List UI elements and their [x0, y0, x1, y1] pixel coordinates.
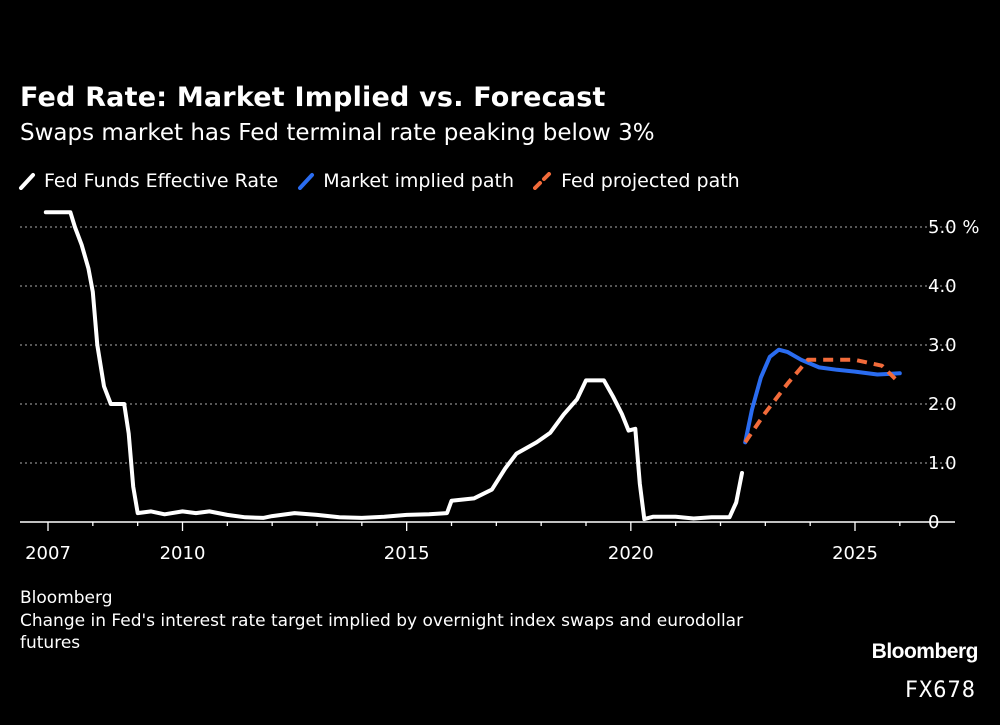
legend-item-fed-funds: Fed Funds Effective Rate — [18, 170, 278, 192]
legend-label-fed-funds: Fed Funds Effective Rate — [44, 170, 279, 192]
chart-subtitle: Swaps market has Fed terminal rate peaki… — [20, 120, 655, 146]
bloomberg-logo: Bloomberg — [871, 640, 979, 663]
footnote: Change in Fed's interest rate target imp… — [20, 611, 744, 653]
x-tick-label: 2007 — [25, 543, 71, 564]
legend-swatch-fed-funds — [19, 173, 35, 190]
y-tick-label: 3.0 — [928, 335, 957, 356]
x-tick-label: 2015 — [384, 543, 430, 564]
y-tick-label: 1.0 — [928, 453, 957, 474]
x-tick-label: 2010 — [160, 543, 206, 564]
series-line-fed-projected-path — [743, 357, 902, 444]
line-chart: 5.0 % 4.0 3.0 2.0 1.0 0 2007 2010 2015 2020 2025 — [20, 210, 979, 564]
legend-item-market-implied: Market implied path — [297, 170, 514, 192]
legend-label-fed-projected: Fed projected path — [561, 170, 740, 192]
source-label: Bloomberg — [20, 588, 113, 608]
legend-item-fed-projected: Fed projected path — [533, 170, 740, 192]
x-tick-label: 2020 — [608, 543, 654, 564]
x-tick-label: 2025 — [832, 543, 878, 564]
y-tick-label: 0 — [928, 512, 939, 533]
legend-swatch-fed-projected — [533, 172, 552, 190]
y-tick-label: 4.0 — [928, 276, 957, 297]
y-tick-label: 5.0 % — [928, 217, 979, 238]
legend-swatch-market-implied — [298, 173, 315, 190]
legend: Fed Funds Effective Rate Market implied … — [18, 170, 754, 196]
series-line-fed-funds-effective-rate — [43, 210, 744, 522]
chart-title: Fed Rate: Market Implied vs. Forecast — [20, 82, 606, 113]
y-tick-label: 2.0 — [928, 394, 957, 415]
legend-label-market-implied: Market implied path — [323, 170, 514, 192]
series-line-market-implied-path — [743, 347, 902, 445]
chart-code: FX678 — [904, 678, 976, 703]
